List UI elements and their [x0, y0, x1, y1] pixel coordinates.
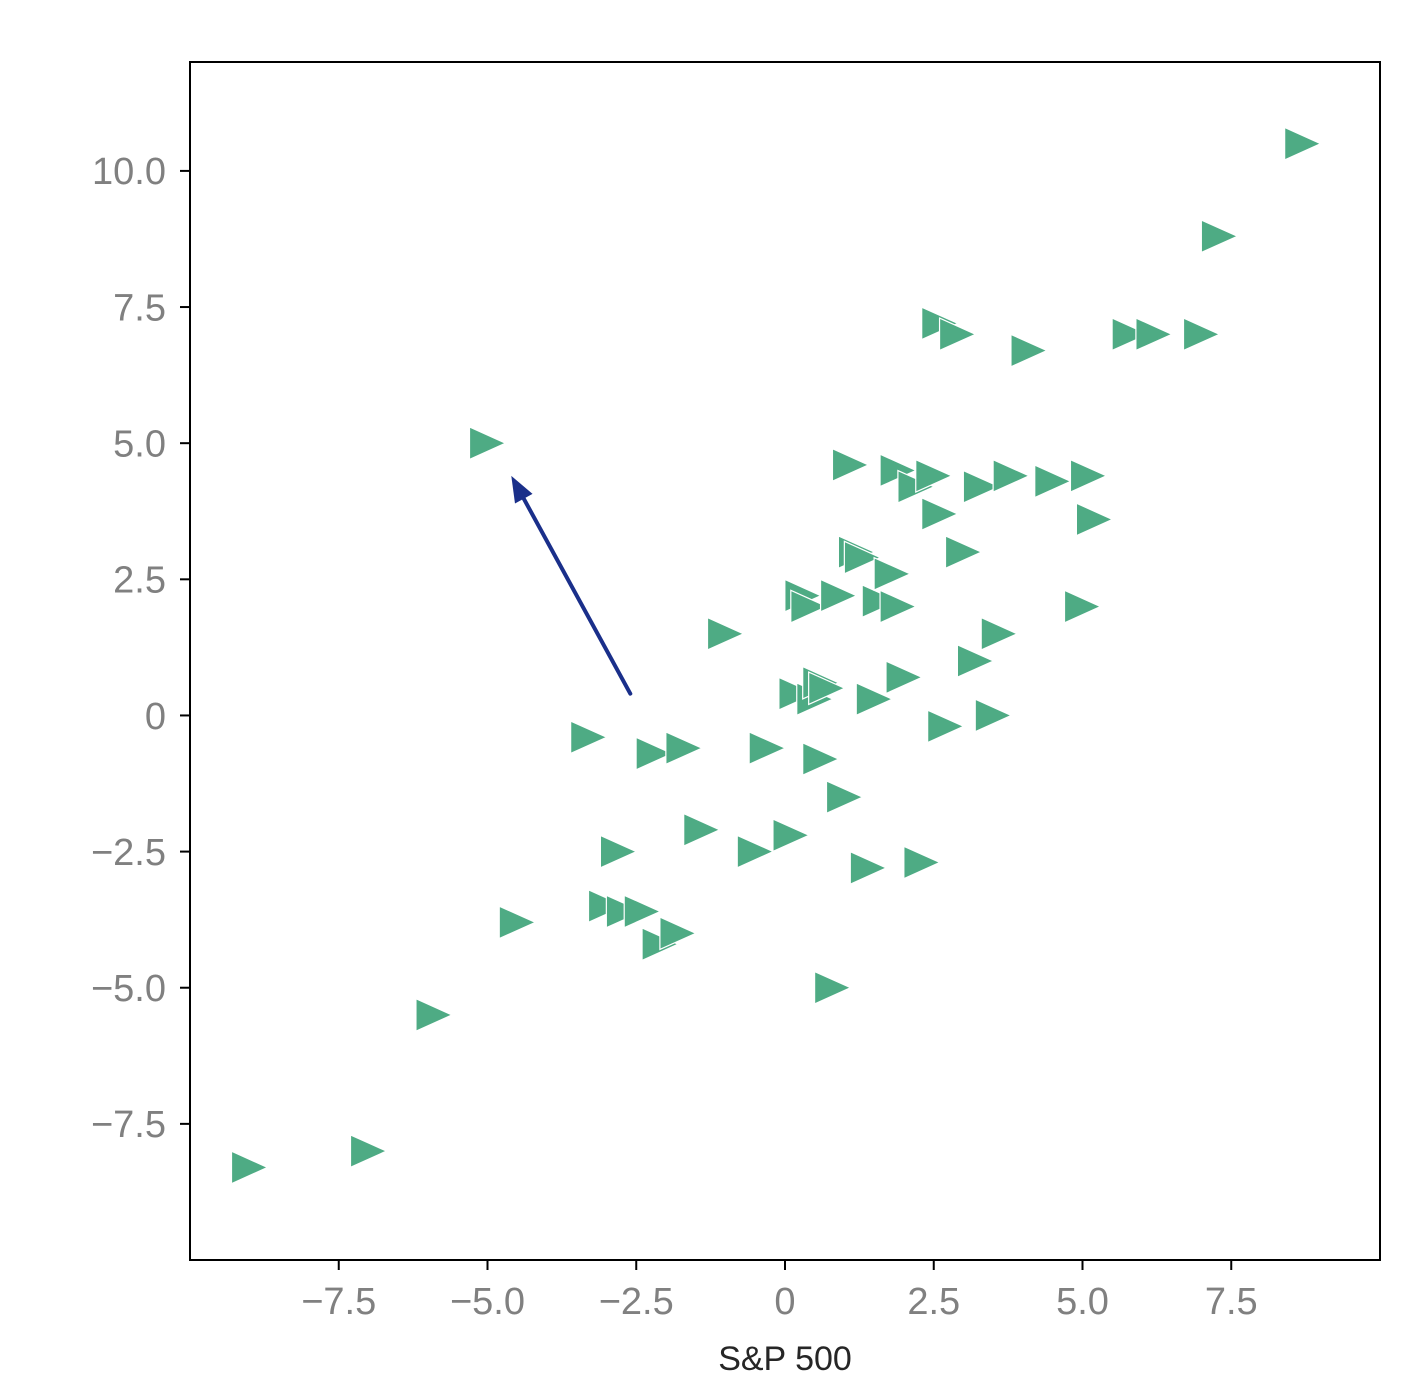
y-tick-label: −5.0 [91, 968, 166, 1010]
scatter-chart: −7.5 −5.0 −2.5 0 2.5 5.0 7.5 −7.5 −5.0 −2.5 0 2.5 5.… [0, 0, 1424, 1392]
y-tick-label: 0 [145, 696, 166, 738]
y-tick-label: 2.5 [113, 560, 166, 602]
x-tick-label: −2.5 [599, 1281, 674, 1323]
x-tick-label: 5.0 [1056, 1281, 1109, 1323]
y-tick-label: −2.5 [91, 832, 166, 874]
x-tick-label: 7.5 [1205, 1281, 1258, 1323]
x-tick-label: 0 [774, 1281, 795, 1323]
y-tick-label: 5.0 [113, 423, 166, 465]
x-axis-label: S&P 500 [718, 1340, 852, 1378]
chart-svg: −7.5 −5.0 −2.5 0 2.5 5.0 7.5 −7.5 −5.0 −2.5 0 2.5 5.… [0, 0, 1424, 1392]
y-tick-label: −7.5 [91, 1104, 166, 1146]
x-tick-label: −7.5 [301, 1281, 376, 1323]
x-tick-label: −5.0 [450, 1281, 525, 1323]
y-tick-label: 7.5 [113, 287, 166, 329]
x-tick-label: 2.5 [907, 1281, 960, 1323]
y-tick-label: 10.0 [92, 151, 166, 193]
